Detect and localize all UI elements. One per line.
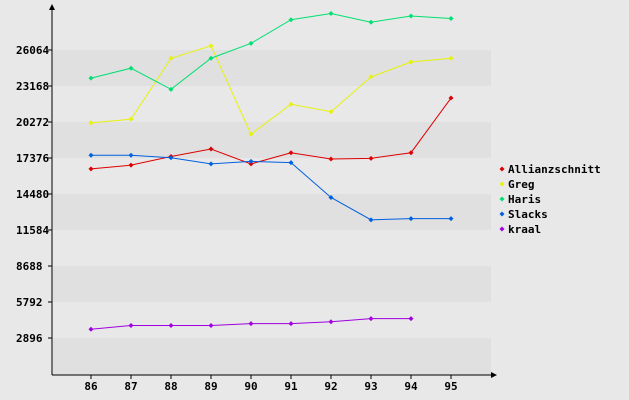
- data-point: [448, 216, 454, 222]
- grid-bands: [53, 10, 491, 375]
- series-lines: [88, 11, 454, 332]
- y-tick-label: 5792: [16, 296, 43, 309]
- x-tick-label: 93: [364, 380, 377, 393]
- grid-band: [53, 10, 491, 50]
- y-tick-label: 23168: [16, 80, 49, 93]
- grid-band: [53, 158, 491, 194]
- data-point: [288, 150, 294, 156]
- legend-marker: [499, 226, 505, 232]
- data-point: [408, 316, 414, 322]
- grid-band: [53, 86, 491, 122]
- x-tick-label: 88: [164, 380, 177, 393]
- data-point: [248, 321, 254, 327]
- data-point: [208, 161, 214, 167]
- data-point: [128, 162, 134, 168]
- x-tick-label: 86: [84, 380, 98, 393]
- data-point: [88, 326, 94, 332]
- grid-band: [53, 50, 491, 86]
- data-point: [208, 323, 214, 329]
- grid-band: [53, 194, 491, 230]
- data-point: [128, 152, 134, 158]
- y-tick-label: 20272: [16, 116, 49, 129]
- x-axis-arrow: [491, 372, 497, 378]
- series-line: [90, 97, 452, 170]
- data-point: [88, 120, 94, 126]
- data-point: [288, 101, 294, 107]
- grid-band: [53, 122, 491, 158]
- data-point: [448, 95, 454, 101]
- legend-label: kraal: [508, 223, 541, 236]
- data-point: [168, 323, 174, 329]
- data-point: [88, 75, 94, 81]
- data-point: [408, 150, 414, 156]
- data-point: [328, 11, 334, 17]
- data-point: [288, 160, 294, 166]
- y-tick-label: 2896: [16, 332, 43, 345]
- legend: Allianzschnitt Greg Haris Slacks kraal: [499, 163, 601, 236]
- data-point: [368, 19, 374, 25]
- legend-label: Slacks: [508, 208, 548, 221]
- grid-band: [53, 338, 491, 375]
- grid-band: [53, 302, 491, 338]
- x-axis-ticks: 86 87 88 89 90 91 92 93 94 95: [84, 375, 458, 393]
- y-tick-label: 26064: [16, 44, 49, 57]
- data-point: [128, 323, 134, 329]
- data-point: [368, 316, 374, 322]
- y-axis-ticks: 2896 5792 8688 11584 14480 17376 20272 23168 260…: [16, 44, 52, 345]
- data-point: [328, 109, 334, 115]
- data-point: [88, 166, 94, 172]
- y-tick-label: 17376: [16, 152, 49, 165]
- data-point: [208, 43, 214, 49]
- legend-marker: [499, 196, 505, 202]
- legend-marker: [499, 166, 505, 172]
- data-point: [328, 156, 334, 162]
- data-point: [288, 321, 294, 327]
- data-point: [248, 40, 254, 46]
- data-point: [448, 15, 454, 21]
- data-point: [368, 74, 374, 80]
- y-tick-label: 11584: [16, 224, 49, 237]
- x-tick-label: 92: [324, 380, 337, 393]
- grid-band: [53, 266, 491, 302]
- data-point: [128, 116, 134, 122]
- data-point: [88, 152, 94, 158]
- data-point: [168, 86, 174, 92]
- data-point: [168, 55, 174, 61]
- data-point: [288, 17, 294, 23]
- y-axis-arrow: [49, 4, 55, 10]
- data-point: [408, 13, 414, 19]
- x-tick-label: 90: [244, 380, 257, 393]
- x-tick-label: 94: [404, 380, 418, 393]
- x-tick-label: 91: [284, 380, 298, 393]
- legend-label: Greg: [508, 178, 535, 191]
- data-point: [248, 131, 254, 137]
- data-point: [208, 55, 214, 61]
- data-point: [248, 158, 254, 164]
- legend-marker: [499, 181, 505, 187]
- data-point: [128, 65, 134, 71]
- data-point: [448, 55, 454, 61]
- x-tick-label: 95: [444, 380, 457, 393]
- series-line: [91, 154, 451, 221]
- x-tick-label: 87: [124, 380, 137, 393]
- legend-label: Allianzschnitt: [508, 163, 601, 176]
- data-point: [168, 155, 174, 161]
- data-point: [208, 146, 214, 152]
- data-point: [408, 216, 414, 222]
- legend-marker: [499, 211, 505, 217]
- data-point: [368, 155, 374, 161]
- x-tick-label: 89: [204, 380, 217, 393]
- y-tick-label: 8688: [16, 260, 43, 273]
- legend-label: Haris: [508, 193, 541, 206]
- grid-band: [53, 230, 491, 266]
- series-line: [90, 12, 452, 90]
- data-point: [328, 194, 334, 200]
- data-point: [328, 319, 334, 325]
- series-line: [90, 45, 452, 135]
- y-tick-label: 14480: [16, 188, 49, 201]
- data-point: [368, 217, 374, 223]
- data-point: [408, 59, 414, 65]
